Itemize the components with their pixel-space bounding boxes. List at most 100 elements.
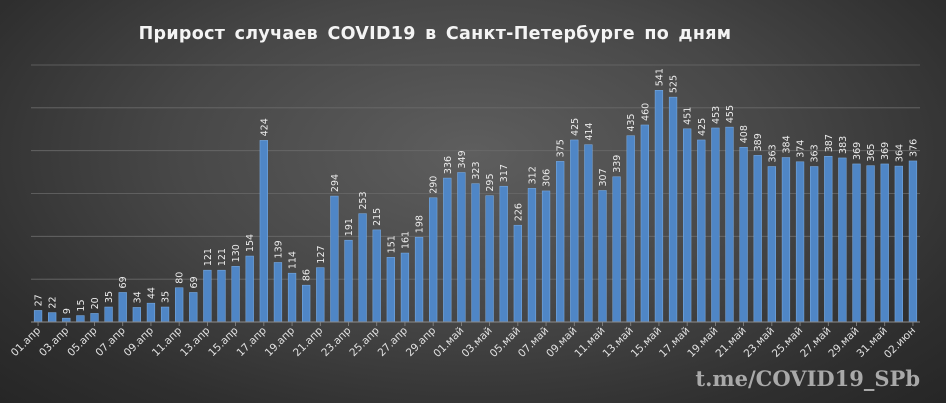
x-tick-label: 19.май [685, 325, 720, 360]
bar [739, 146, 748, 323]
data-label: 69 [189, 276, 200, 288]
data-label: 460 [640, 103, 651, 121]
bar [725, 126, 734, 323]
x-tick-label: 05.май [488, 325, 523, 360]
data-label: 290 [429, 176, 440, 194]
data-label: 35 [161, 291, 172, 303]
x-tick-label: 27.май [798, 325, 833, 360]
data-label: 336 [443, 156, 454, 174]
data-label: 363 [767, 144, 778, 162]
bar [612, 176, 621, 323]
x-tick-label: 01.апр [9, 324, 44, 359]
bar [866, 165, 875, 323]
data-label: 455 [725, 105, 736, 123]
data-label: 369 [880, 142, 891, 160]
bar [259, 140, 268, 323]
data-label: 80 [175, 272, 186, 284]
x-tick-label: 23.май [742, 325, 777, 360]
data-label: 435 [626, 114, 637, 132]
data-label: 541 [654, 68, 665, 86]
data-label: 121 [217, 248, 228, 266]
data-label: 349 [457, 150, 468, 168]
bar [570, 139, 579, 323]
data-label: 27 [34, 294, 45, 306]
bar [852, 163, 861, 323]
data-label: 375 [556, 139, 567, 157]
bar [231, 266, 240, 323]
x-tick-label: 13.май [601, 325, 636, 360]
data-label: 294 [330, 174, 341, 192]
bar [175, 287, 184, 323]
x-tick-label: 01.май [431, 325, 466, 360]
bar [838, 157, 847, 323]
bar [640, 124, 649, 323]
data-label: 339 [612, 155, 623, 173]
bar [711, 127, 720, 323]
bar [880, 163, 889, 323]
data-label: 20 [90, 297, 101, 309]
data-label: 424 [259, 118, 270, 136]
x-tick-label: 05.апр [65, 324, 100, 359]
data-label: 387 [824, 134, 835, 152]
bar [330, 195, 339, 323]
data-label: 306 [542, 169, 553, 187]
data-label: 154 [245, 234, 256, 252]
x-tick-label: 29.май [826, 325, 861, 360]
bar [132, 307, 141, 323]
bar [527, 188, 537, 323]
x-tick-label: 15.май [629, 325, 664, 360]
bar [810, 166, 819, 323]
bar [683, 128, 692, 323]
bar [203, 269, 212, 323]
data-label: 35 [104, 291, 115, 303]
x-tick-label: 19.апр [263, 324, 298, 359]
data-label: 425 [570, 118, 581, 136]
bar [668, 96, 678, 323]
data-label: 198 [415, 215, 426, 233]
x-tick-label: 25.апр [347, 324, 382, 359]
data-label: 161 [400, 231, 411, 249]
x-tick-label: 23.апр [319, 324, 354, 359]
data-label: 374 [796, 140, 807, 158]
data-label: 139 [273, 240, 284, 258]
bar [499, 185, 508, 323]
bar [485, 195, 494, 323]
data-label: 191 [344, 218, 355, 236]
data-label: 253 [358, 191, 369, 209]
bar [767, 166, 776, 323]
bar [302, 284, 311, 323]
data-label: 295 [485, 174, 496, 192]
bar [118, 292, 127, 323]
bar [414, 236, 424, 323]
bar [443, 177, 452, 323]
x-tick-label: 13.апр [178, 324, 213, 359]
bar [90, 313, 99, 323]
data-label: 121 [203, 248, 214, 266]
data-label: 451 [683, 107, 694, 125]
x-tick-label: 03.апр [37, 324, 72, 359]
data-label: 389 [753, 133, 764, 151]
x-tick-label: 03.май [459, 325, 494, 360]
data-label: 425 [697, 118, 708, 136]
x-tick-label: 09.апр [122, 324, 157, 359]
bar [824, 155, 833, 323]
bar [753, 155, 762, 323]
data-label: 376 [908, 139, 919, 157]
bar [513, 224, 522, 323]
data-label: 34 [132, 291, 143, 303]
data-label: 364 [894, 144, 905, 162]
bar [76, 315, 85, 323]
data-label: 44 [146, 287, 157, 299]
bar [556, 161, 565, 323]
data-label: 369 [852, 142, 863, 160]
bar [598, 190, 607, 323]
data-label: 215 [372, 208, 383, 226]
x-tick-label: 09.май [544, 325, 579, 360]
x-tick-label: 11.апр [150, 324, 185, 359]
x-tick-label: 21.май [713, 325, 748, 360]
bar [48, 312, 57, 323]
bar [541, 190, 551, 323]
x-tick-label: 07.май [516, 325, 551, 360]
x-tick-label: 02.июн [882, 325, 918, 361]
bar [471, 183, 480, 323]
